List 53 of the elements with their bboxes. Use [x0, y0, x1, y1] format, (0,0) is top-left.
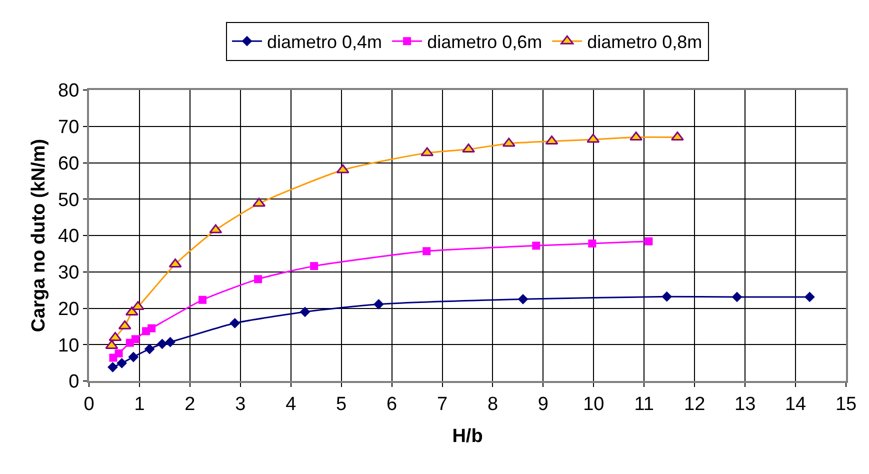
- x-tick-label: 14: [784, 394, 807, 415]
- point: [116, 358, 127, 368]
- legend-label: diametro 0,6m: [427, 32, 542, 52]
- x-tick-label: 4: [286, 394, 297, 415]
- legend-label: diametro 0,4m: [267, 32, 382, 52]
- point: [108, 362, 118, 372]
- x-tick-label: 15: [835, 394, 857, 415]
- point: [422, 247, 431, 256]
- point: [254, 275, 262, 284]
- y-tick-label: 10: [58, 335, 80, 356]
- y-tick-label: 30: [58, 262, 80, 284]
- x-tick-label: 1: [134, 394, 145, 415]
- x-tick-label: 3: [235, 394, 246, 415]
- point: [300, 306, 310, 318]
- y-tick-label: 50: [58, 190, 80, 211]
- point: [128, 352, 139, 362]
- x-tick-label: 2: [184, 394, 196, 415]
- x-tick-label: 5: [336, 394, 347, 415]
- y-tick-label: 70: [58, 117, 80, 138]
- x-tick-label: 11: [634, 394, 654, 415]
- point: [131, 335, 140, 344]
- x-tick-label: 6: [386, 394, 398, 415]
- point: [662, 291, 672, 302]
- x-tick-label: 8: [487, 394, 498, 415]
- x-axis-title: H/b: [452, 426, 483, 448]
- y-axis-title: Carga no duto (kN/m): [28, 138, 50, 332]
- y-tick-label: 60: [58, 153, 80, 174]
- point: [198, 296, 207, 304]
- point: [732, 292, 742, 302]
- x-tick-label: 10: [583, 394, 604, 415]
- x-tick-label: 13: [734, 394, 756, 415]
- legend-label: diametro 0,8m: [587, 32, 702, 52]
- point: [114, 349, 123, 358]
- y-tick-label: 40: [58, 226, 80, 248]
- point: [310, 262, 318, 270]
- x-tick-label: 12: [684, 394, 706, 415]
- x-tick-label: 0: [84, 394, 94, 415]
- y-tick-label: 20: [58, 298, 80, 320]
- x-tick-label: 7: [436, 394, 448, 415]
- point: [644, 237, 653, 246]
- point: [804, 292, 815, 302]
- point: [156, 338, 168, 350]
- point: [165, 336, 176, 348]
- x-tick-label: 9: [538, 394, 548, 415]
- point: [230, 318, 240, 328]
- y-tick-label: 80: [58, 80, 80, 102]
- point: [518, 294, 528, 304]
- point: [148, 324, 156, 332]
- y-tick-label: 0: [68, 372, 80, 393]
- point: [532, 242, 540, 250]
- point: [144, 344, 155, 354]
- point: [373, 299, 384, 310]
- point: [588, 240, 596, 248]
